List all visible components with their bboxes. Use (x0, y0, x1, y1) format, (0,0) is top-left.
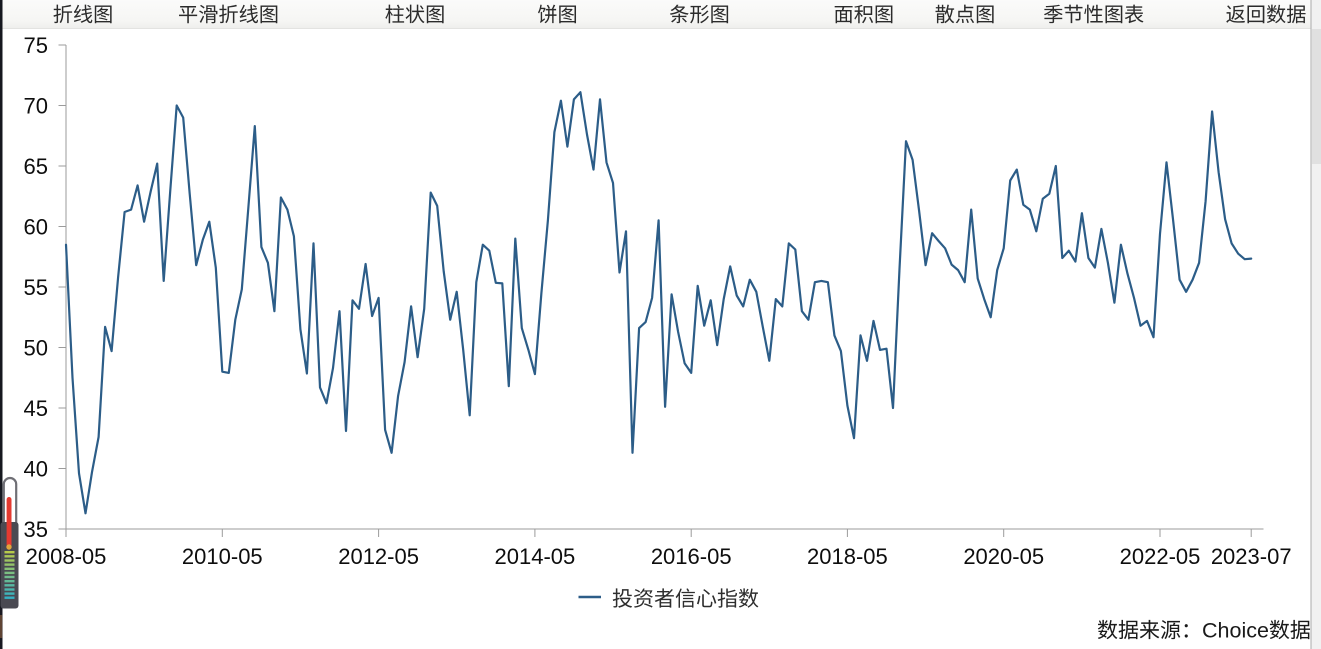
svg-text:45: 45 (24, 396, 48, 421)
svg-text:50: 50 (24, 336, 48, 361)
svg-text:40: 40 (24, 457, 48, 482)
svg-text:35: 35 (24, 517, 48, 542)
svg-text:70: 70 (24, 94, 48, 119)
svg-text:Choice: Choice (1202, 619, 1269, 643)
svg-text:2022-05: 2022-05 (1120, 544, 1201, 569)
svg-text:2023-07: 2023-07 (1211, 544, 1292, 569)
svg-text:75: 75 (24, 33, 48, 58)
svg-text:2008-05: 2008-05 (26, 544, 107, 569)
svg-text:2010-05: 2010-05 (182, 544, 263, 569)
svg-text:2020-05: 2020-05 (963, 544, 1044, 569)
svg-text:2014-05: 2014-05 (495, 544, 576, 569)
svg-text:55: 55 (24, 275, 48, 300)
svg-text:2018-05: 2018-05 (807, 544, 888, 569)
svg-text:60: 60 (24, 215, 48, 240)
svg-text:65: 65 (24, 154, 48, 179)
svg-text:2012-05: 2012-05 (338, 544, 419, 569)
svg-text:2016-05: 2016-05 (651, 544, 732, 569)
